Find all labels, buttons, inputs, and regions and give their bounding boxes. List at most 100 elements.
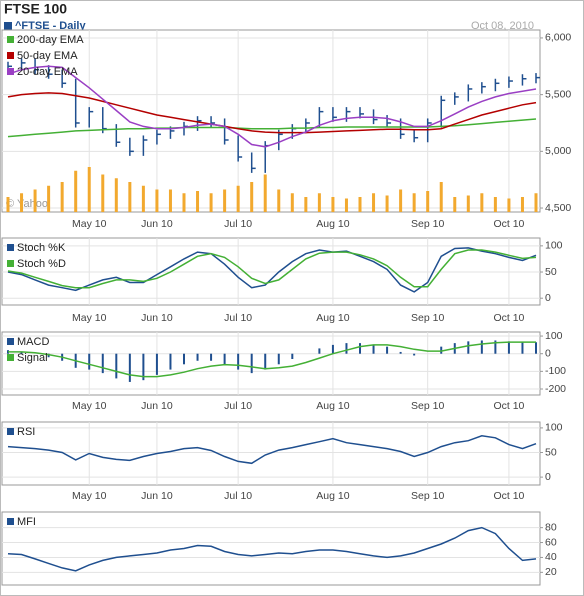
watermark: © Yahoo! bbox=[6, 198, 51, 210]
panel bbox=[1, 237, 541, 306]
y-tick-label: 20 bbox=[545, 566, 557, 578]
line-series bbox=[7, 65, 537, 148]
volume-bar bbox=[141, 185, 145, 212]
subtitle-icon bbox=[4, 22, 12, 30]
x-tick-label: Jul 10 bbox=[224, 312, 252, 324]
volume-bar bbox=[304, 197, 308, 212]
volume-bar bbox=[114, 178, 118, 212]
legend-label: Stoch %K bbox=[17, 242, 66, 254]
x-tick-label: Jun 10 bbox=[141, 400, 173, 412]
legend-label: MACD bbox=[17, 336, 49, 348]
volume-bar bbox=[263, 174, 267, 212]
volume-bar bbox=[426, 191, 430, 212]
volume-bar bbox=[168, 189, 172, 212]
line-series bbox=[8, 341, 536, 378]
chart-date: Oct 08, 2010 bbox=[471, 20, 534, 32]
y-tick-label: 100 bbox=[545, 422, 563, 434]
x-tick-label: Aug 10 bbox=[316, 312, 349, 324]
x-tick-label: Jul 10 bbox=[224, 490, 252, 502]
volume-bar bbox=[493, 197, 497, 212]
y-tick-label: 60 bbox=[545, 536, 557, 548]
volume-bar bbox=[358, 197, 362, 212]
legend-label: MFI bbox=[17, 516, 36, 528]
volume-bar bbox=[466, 195, 470, 212]
y-tick-label: 5,500 bbox=[545, 88, 571, 100]
x-tick-label: Jul 10 bbox=[224, 218, 252, 230]
x-tick-label: Jun 10 bbox=[141, 218, 173, 230]
x-tick-label: Aug 10 bbox=[316, 490, 349, 502]
panel bbox=[1, 29, 541, 213]
volume-bar bbox=[209, 193, 213, 212]
x-tick-label: Sep 10 bbox=[411, 490, 444, 502]
x-tick-label: May 10 bbox=[72, 490, 107, 502]
volume-bar bbox=[344, 198, 348, 212]
chart-title: FTSE 100 bbox=[4, 1, 67, 17]
legend-swatch bbox=[7, 260, 14, 267]
volume-bar bbox=[277, 189, 281, 212]
volume-bar bbox=[534, 193, 538, 212]
y-tick-label: -100 bbox=[545, 365, 566, 377]
volume-bar bbox=[412, 193, 416, 212]
legend-swatch bbox=[7, 518, 14, 525]
volume-bar bbox=[33, 189, 37, 212]
line-series bbox=[7, 247, 537, 293]
y-tick-label: 5,000 bbox=[545, 145, 571, 157]
legend-label: Stoch %D bbox=[17, 258, 66, 270]
line-series bbox=[7, 526, 537, 572]
volume-bar bbox=[196, 191, 200, 212]
legend-label: 20-day EMA bbox=[17, 66, 78, 78]
volume-bar bbox=[60, 182, 64, 212]
volume-bar bbox=[128, 182, 132, 212]
y-tick-label: 100 bbox=[545, 240, 563, 252]
x-tick-label: Sep 10 bbox=[411, 400, 444, 412]
x-tick-label: Sep 10 bbox=[411, 312, 444, 324]
legend-swatch bbox=[7, 428, 14, 435]
x-tick-label: Oct 10 bbox=[493, 218, 524, 230]
volume-bar bbox=[453, 197, 457, 212]
volume-bar bbox=[47, 185, 51, 212]
legend-label: 50-day EMA bbox=[17, 50, 78, 62]
legend-label: RSI bbox=[17, 426, 35, 438]
volume-bar bbox=[155, 189, 159, 212]
volume-bar bbox=[372, 193, 376, 212]
y-tick-label: 0 bbox=[545, 292, 551, 304]
volume-bar bbox=[439, 182, 443, 212]
legend-swatch bbox=[7, 244, 14, 251]
legend-label: Signal bbox=[17, 352, 48, 364]
x-tick-label: Oct 10 bbox=[493, 490, 524, 502]
y-tick-label: -200 bbox=[545, 383, 566, 395]
y-tick-label: 6,000 bbox=[545, 32, 571, 44]
legend-label: 200-day EMA bbox=[17, 34, 84, 46]
volume-bar bbox=[385, 195, 389, 212]
volume-bar bbox=[331, 197, 335, 212]
x-tick-label: Aug 10 bbox=[316, 218, 349, 230]
y-tick-label: 40 bbox=[545, 551, 557, 563]
x-tick-label: Jun 10 bbox=[141, 490, 173, 502]
y-tick-label: 50 bbox=[545, 446, 557, 458]
volume-bar bbox=[6, 197, 10, 212]
volume-bar bbox=[74, 170, 78, 212]
volume-bar bbox=[290, 193, 294, 212]
x-tick-label: Aug 10 bbox=[316, 400, 349, 412]
y-tick-label: 80 bbox=[545, 521, 557, 533]
legend-swatch bbox=[7, 36, 14, 43]
x-tick-label: May 10 bbox=[72, 312, 107, 324]
volume-bar bbox=[182, 193, 186, 212]
panel bbox=[1, 331, 541, 396]
legend-swatch bbox=[7, 68, 14, 75]
legend-swatch bbox=[7, 52, 14, 59]
volume-bar bbox=[317, 193, 321, 212]
x-tick-label: Oct 10 bbox=[493, 400, 524, 412]
y-tick-label: 4,500 bbox=[545, 202, 571, 214]
volume-bar bbox=[101, 174, 105, 212]
line-series bbox=[7, 435, 537, 465]
x-tick-label: Jul 10 bbox=[224, 400, 252, 412]
volume-bar bbox=[399, 189, 403, 212]
legend-swatch bbox=[7, 338, 14, 345]
y-tick-label: 0 bbox=[545, 471, 551, 483]
x-tick-label: May 10 bbox=[72, 218, 107, 230]
legend-swatch bbox=[7, 354, 14, 361]
volume-bar bbox=[520, 197, 524, 212]
panel bbox=[1, 511, 541, 586]
